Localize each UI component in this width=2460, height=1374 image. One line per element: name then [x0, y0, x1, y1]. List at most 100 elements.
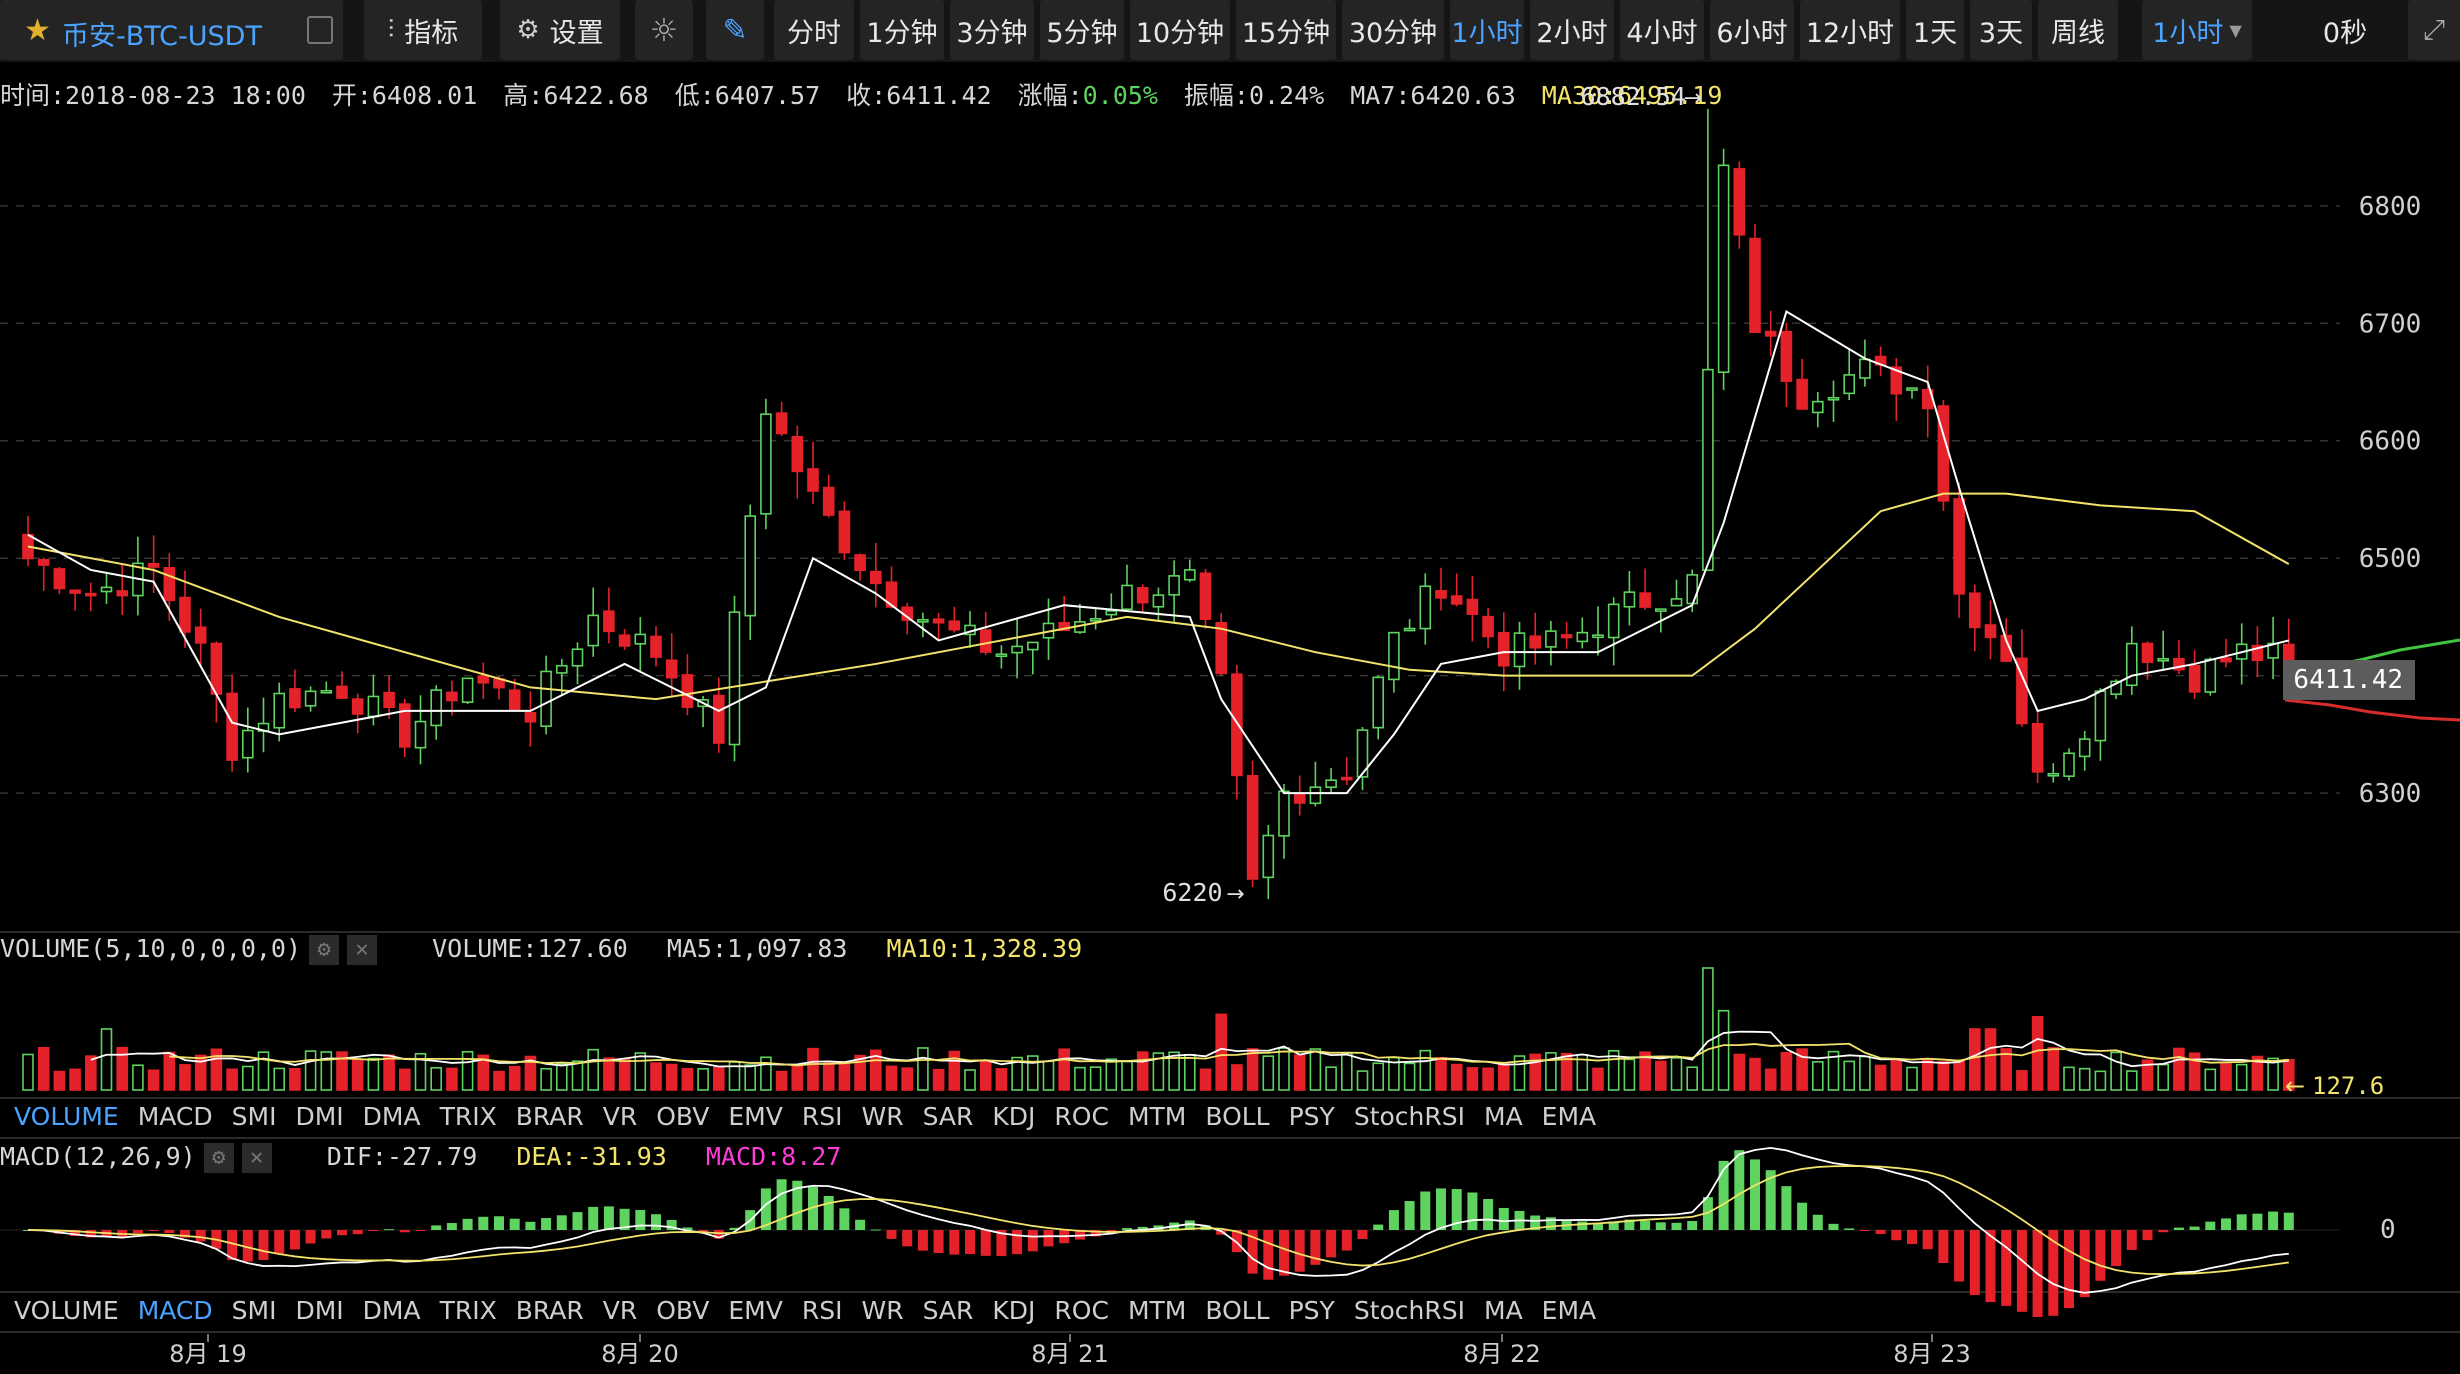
theme-toggle-button[interactable]: ☼ — [635, 0, 693, 60]
period-2[interactable]: 3分钟 — [950, 0, 1034, 60]
indicator-tab-mtm[interactable]: MTM — [1127, 1296, 1187, 1325]
indicator-tab-dma[interactable]: DMA — [362, 1296, 421, 1325]
indicator-tab-stochrsi[interactable]: StochRSI — [1353, 1102, 1465, 1131]
indicator-tab-dmi[interactable]: DMI — [295, 1102, 344, 1131]
indicator-tab-stochrsi[interactable]: StochRSI — [1353, 1296, 1465, 1325]
draw-tool-button[interactable]: ✎ — [706, 0, 764, 60]
indicator-tab-roc[interactable]: ROC — [1054, 1102, 1109, 1131]
candle-body — [1121, 584, 1133, 611]
indicator-tab-dmi[interactable]: DMI — [295, 1296, 344, 1325]
macd-bar — [965, 1230, 975, 1255]
x-axis-date-label: 8月 20 — [601, 1340, 678, 1368]
popout-icon[interactable] — [307, 16, 333, 44]
volume-bar — [242, 1065, 254, 1091]
candle-body — [791, 436, 804, 473]
candle-body — [1592, 634, 1604, 639]
volume-bar — [1623, 1058, 1636, 1091]
indicator-tab-smi[interactable]: SMI — [231, 1296, 277, 1325]
volume-bar — [336, 1051, 348, 1091]
period-11[interactable]: 12小时 — [1800, 0, 1900, 60]
candle-body — [2220, 657, 2232, 663]
period-10[interactable]: 6小时 — [1710, 0, 1794, 60]
indicator-tab-wr[interactable]: WR — [861, 1296, 904, 1325]
indicator-tab-kdj[interactable]: KDJ — [992, 1102, 1036, 1131]
x-axis-date-label: 8月 19 — [169, 1340, 246, 1368]
indicator-tab-wr[interactable]: WR — [861, 1102, 904, 1131]
period-9[interactable]: 4小时 — [1620, 0, 1704, 60]
macd-bar — [1750, 1159, 1760, 1230]
candle-body — [2000, 634, 2012, 662]
indicator-tab-emv[interactable]: EMV — [728, 1296, 783, 1325]
close-icon[interactable]: ✕ — [241, 1143, 272, 1173]
period-14[interactable]: 周线 — [2038, 0, 2118, 60]
macd-bar — [1012, 1230, 1023, 1255]
indicator-tab-ema[interactable]: EMA — [1541, 1102, 1597, 1131]
star-icon[interactable]: ★ — [24, 13, 51, 48]
indicator-tab-brar[interactable]: BRAR — [515, 1102, 584, 1131]
indicator-tab-vr[interactable]: VR — [602, 1102, 638, 1131]
period-1[interactable]: 1分钟 — [860, 0, 944, 60]
macd-bar — [2048, 1230, 2059, 1316]
macd-bar — [2252, 1213, 2263, 1230]
period-4[interactable]: 10分钟 — [1130, 0, 1230, 60]
volume-bar — [1545, 1052, 1557, 1091]
candle-body — [1498, 631, 1510, 667]
indicator-tab-boll[interactable]: BOLL — [1205, 1102, 1270, 1131]
indicator-tab-obv[interactable]: OBV — [656, 1102, 710, 1131]
indicator-tab-ma[interactable]: MA — [1484, 1296, 1523, 1325]
period-13[interactable]: 3天 — [1970, 0, 2032, 60]
period-12[interactable]: 1天 — [1906, 0, 1964, 60]
indicator-tab-kdj[interactable]: KDJ — [992, 1296, 1036, 1325]
indicator-tab-vr[interactable]: VR — [602, 1296, 638, 1325]
period-0[interactable]: 分时 — [774, 0, 854, 60]
candle-body — [1686, 574, 1698, 605]
symbol-selector[interactable]: ★ 币安-BTC-USDT — [0, 0, 343, 60]
indicator-tab-brar[interactable]: BRAR — [515, 1296, 584, 1325]
indicator-tab-emv[interactable]: EMV — [728, 1102, 783, 1131]
indicator-tab-boll[interactable]: BOLL — [1205, 1296, 1270, 1325]
indicator-tab-ema[interactable]: EMA — [1541, 1296, 1597, 1325]
macd-bar — [2205, 1221, 2216, 1230]
macd-bar — [1326, 1230, 1337, 1258]
indicator-tab-smi[interactable]: SMI — [231, 1102, 277, 1131]
indicator-tab-sar[interactable]: SAR — [922, 1102, 974, 1131]
volume-bar — [320, 1051, 333, 1091]
indicator-tab-dma[interactable]: DMA — [362, 1102, 421, 1131]
gear-icon[interactable]: ⚙ — [203, 1143, 234, 1173]
candle-body — [979, 629, 992, 653]
volume-bar — [2063, 1066, 2075, 1091]
gear-icon[interactable]: ⚙ — [309, 935, 340, 965]
symbol-name[interactable]: 币安-BTC-USDT — [62, 21, 262, 52]
period-8[interactable]: 2小时 — [1530, 0, 1614, 60]
period-7[interactable]: 1小时 — [1450, 0, 1524, 60]
period-3[interactable]: 5分钟 — [1040, 0, 1124, 60]
period-dropdown[interactable]: 1小时 ▼ — [2142, 0, 2252, 60]
indicator-tab-volume[interactable]: VOLUME — [14, 1102, 119, 1131]
indicator-tab-volume[interactable]: VOLUME — [14, 1296, 119, 1325]
indicator-tab-mtm[interactable]: MTM — [1127, 1102, 1187, 1131]
volume-bar — [1136, 1051, 1149, 1091]
indicator-tab-psy[interactable]: PSY — [1288, 1102, 1335, 1131]
indicator-tab-rsi[interactable]: RSI — [801, 1296, 843, 1325]
indicator-tab-macd[interactable]: MACD — [137, 1102, 213, 1131]
fullscreen-button[interactable]: ⤢ — [2408, 0, 2460, 60]
indicator-tab-macd[interactable]: MACD — [137, 1296, 213, 1325]
macd-bar — [446, 1223, 457, 1230]
volume-bar — [1513, 1055, 1526, 1091]
period-6[interactable]: 30分钟 — [1342, 0, 1444, 60]
indicator-tab-trix[interactable]: TRIX — [439, 1296, 497, 1325]
indicator-tab-sar[interactable]: SAR — [922, 1296, 974, 1325]
indicator-button[interactable]: ⫶ 指标 — [364, 0, 482, 60]
indicator-tab-roc[interactable]: ROC — [1054, 1296, 1109, 1325]
indicator-tab-obv[interactable]: OBV — [656, 1296, 710, 1325]
indicator-tab-rsi[interactable]: RSI — [801, 1102, 843, 1131]
volume-bar — [917, 1047, 929, 1091]
indicator-tab-psy[interactable]: PSY — [1288, 1296, 1335, 1325]
settings-button[interactable]: ⚙ 设置 — [500, 0, 620, 60]
indicator-tab-ma[interactable]: MA — [1484, 1102, 1523, 1131]
candle-body — [477, 675, 490, 684]
period-5[interactable]: 15分钟 — [1236, 0, 1336, 60]
close-icon[interactable]: ✕ — [347, 935, 378, 965]
indicator-tab-trix[interactable]: TRIX — [439, 1102, 497, 1131]
